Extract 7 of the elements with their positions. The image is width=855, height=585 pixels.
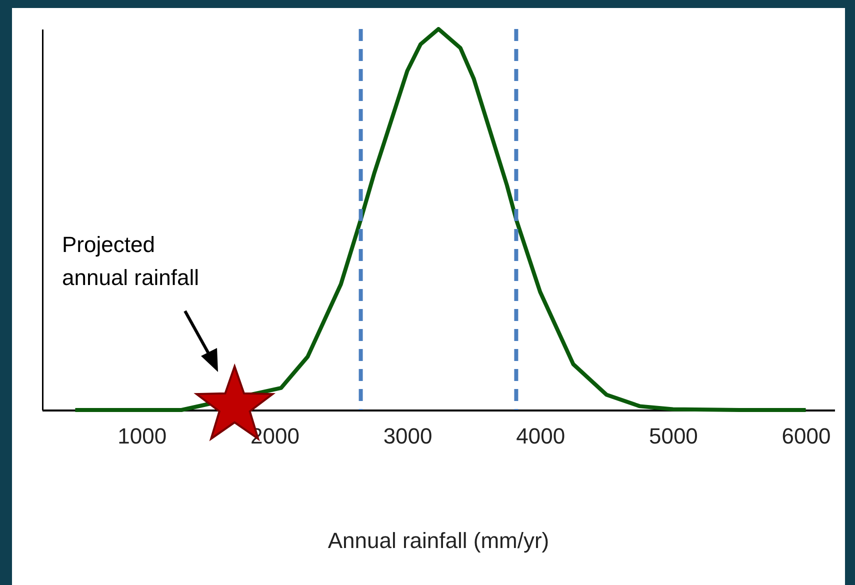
- x-tick-label: 5000: [648, 424, 698, 448]
- x-tick-label: 3000: [383, 424, 432, 448]
- annotation: Projected annual rainfall: [62, 232, 199, 290]
- x-tick-label: 6000: [782, 424, 831, 448]
- x-tick-label: 4000: [516, 424, 566, 448]
- x-axis-title: Annual rainfall (mm/yr): [326, 528, 550, 554]
- x-tick-label: 1000: [118, 424, 167, 448]
